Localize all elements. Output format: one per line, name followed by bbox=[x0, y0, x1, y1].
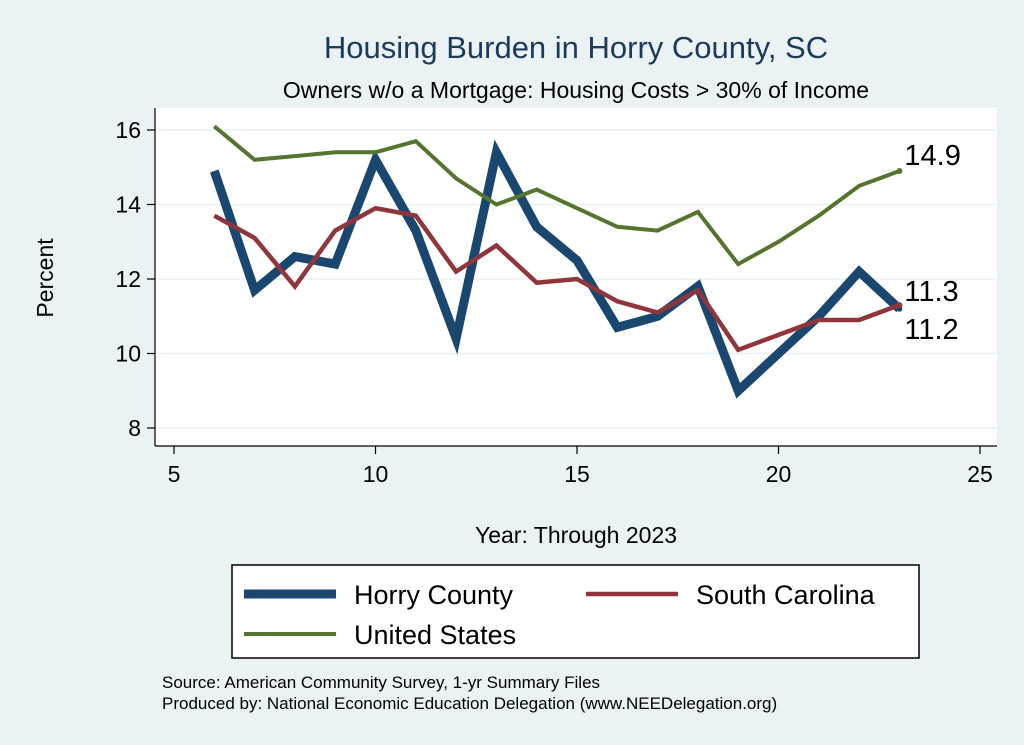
chart-title: Housing Burden in Horry County, SC bbox=[324, 30, 828, 65]
legend-entry-label: United States bbox=[354, 620, 516, 650]
end-labels: 11.2 11.3 14.9 bbox=[904, 140, 960, 346]
series-end-point bbox=[896, 167, 903, 174]
legend-box bbox=[231, 564, 920, 659]
y-tick-label: 14 bbox=[115, 192, 141, 218]
x-tick-label: 10 bbox=[363, 461, 389, 487]
series-line-united-states bbox=[213, 124, 901, 267]
x-tick-label: 25 bbox=[967, 461, 993, 487]
legend: Horry County South Carolina United States bbox=[231, 564, 920, 659]
y-tick-label: 12 bbox=[115, 266, 141, 292]
series-line-horry-county bbox=[210, 139, 903, 399]
legend-entry-label: Horry County bbox=[354, 580, 514, 610]
x-axis-title: Year: Through 2023 bbox=[475, 522, 677, 548]
series-end-point bbox=[896, 302, 903, 309]
y-tick-label: 10 bbox=[115, 341, 141, 367]
series-line-south-carolina bbox=[213, 205, 901, 353]
legend-entry-label: South Carolina bbox=[696, 580, 876, 610]
x-tick-label: 20 bbox=[766, 461, 792, 487]
end-value-label: 11.2 bbox=[904, 314, 958, 346]
end-value-label: 11.3 bbox=[904, 276, 958, 308]
x-tick-label: 15 bbox=[564, 461, 590, 487]
end-value-label: 14.9 bbox=[904, 140, 960, 172]
producer-note: Produced by: National Economic Education… bbox=[162, 694, 777, 713]
chart-subtitle: Owners w/o a Mortgage: Housing Costs > 3… bbox=[283, 77, 869, 103]
axes: 8 10 12 14 16 5 10 15 20 25 bbox=[115, 108, 997, 487]
y-tick-label: 8 bbox=[128, 415, 141, 441]
y-tick-label: 16 bbox=[115, 117, 141, 143]
series-layer bbox=[210, 124, 903, 399]
y-axis-title: Percent bbox=[32, 238, 58, 318]
source-note: Source: American Community Survey, 1-yr … bbox=[162, 673, 600, 692]
x-tick-label: 5 bbox=[168, 461, 181, 487]
